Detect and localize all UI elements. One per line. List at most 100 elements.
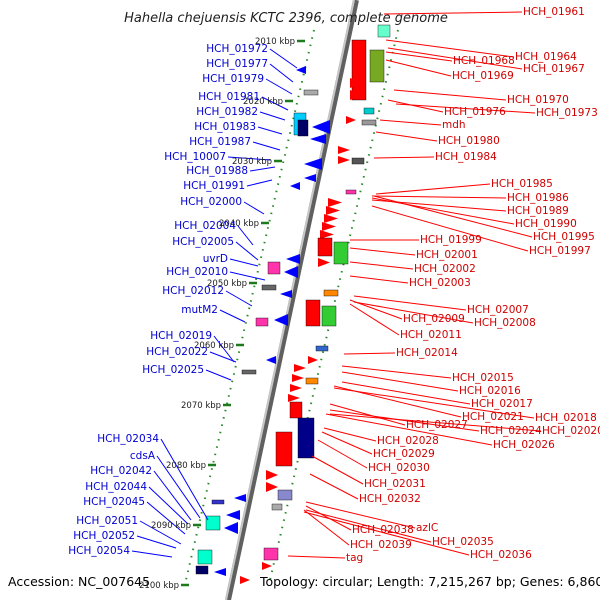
forward-gene-arrow: [326, 206, 340, 215]
right-gene-label: HCH_02014: [396, 347, 458, 359]
gene-block: [289, 401, 303, 419]
left-leader: [153, 470, 192, 521]
right-gene-label: HCH_02011: [400, 329, 462, 341]
reverse-gene-arrow: [280, 290, 292, 298]
right-leader: [373, 195, 533, 238]
kbp-label: 2080 kbp: [166, 461, 206, 471]
right-gene-label: HCH_02008: [474, 317, 536, 329]
left-gene-label: HCH_02044: [85, 481, 147, 493]
left-gene-label: HCH_01977: [206, 58, 268, 70]
gene-block: [241, 369, 257, 375]
forward-gene-arrow: [350, 78, 362, 88]
reverse-gene-arrow: [304, 174, 316, 182]
kbp-label: 2050 kbp: [207, 279, 247, 289]
left-leader: [235, 241, 259, 261]
gene-block: [271, 503, 283, 511]
forward-gene-arrow: [266, 482, 278, 492]
right-gene-label: HCH_02009: [403, 313, 465, 325]
left-gene-label: HCH_01987: [189, 136, 251, 148]
right-gene-label: HCH_02007: [467, 304, 529, 316]
forward-gene-arrow: [318, 258, 330, 267]
left-gene-label: HCH_02019: [150, 330, 212, 342]
right-gene-label: HCH_02038: [352, 524, 414, 536]
right-gene-label: HCH_01969: [452, 70, 514, 82]
right-gene-label: HCH_02029: [373, 448, 435, 460]
left-leader: [136, 535, 177, 549]
right-leader: [341, 381, 471, 405]
right-leader: [305, 501, 416, 529]
right-gene-label: HCH_01964: [515, 51, 577, 63]
right-gene-label: HCH_01980: [438, 135, 500, 147]
forward-gene-arrow: [290, 384, 302, 392]
left-leader: [225, 290, 253, 307]
figure-title: Hahella chejuensis KCTC 2396, complete g…: [124, 11, 448, 26]
reverse-gene-arrow: [266, 356, 276, 364]
genome-backbone-highlight: [225, 0, 355, 601]
left-leader: [265, 78, 293, 95]
gene-block: [277, 489, 293, 501]
right-leader: [341, 365, 452, 379]
right-leader: [383, 11, 523, 15]
right-gene-label: HCH_02030: [368, 462, 430, 474]
right-leader: [329, 413, 542, 432]
left-leader: [229, 271, 266, 281]
right-gene-label: HCH_02032: [359, 493, 421, 505]
right-leader: [303, 509, 350, 546]
left-leader: [205, 369, 232, 381]
left-gene-label: HCH_02012: [162, 285, 224, 297]
right-gene-label: HCH_02020: [542, 425, 600, 437]
gene-block: [267, 261, 281, 275]
left-leader: [257, 126, 283, 135]
right-leader: [329, 403, 406, 426]
kbp-label: 2100 kbp: [139, 581, 179, 591]
gene-block: [211, 499, 225, 505]
right-leader: [309, 473, 359, 500]
right-gene-label: HCH_02018: [535, 412, 597, 424]
reverse-gene-arrow: [310, 134, 326, 144]
left-leader: [269, 48, 298, 69]
kbp-label: 2040 kbp: [219, 219, 259, 229]
right-leader: [333, 387, 535, 419]
reverse-gene-arrow: [224, 522, 238, 534]
forward-gene-arrow: [338, 156, 350, 164]
left-leader: [269, 63, 294, 83]
right-leader: [387, 99, 444, 113]
right-leader: [311, 455, 364, 485]
right-leader: [303, 511, 470, 556]
right-gene-label: HCH_02035: [432, 536, 494, 548]
right-leader: [373, 156, 435, 159]
right-leader: [395, 103, 536, 114]
right-gene-label: HCH_01997: [529, 245, 591, 257]
right-gene-label: HCH_02027: [406, 419, 468, 431]
left-leader: [213, 335, 235, 363]
gene-block: [351, 157, 365, 165]
right-leader: [343, 352, 396, 355]
reverse-gene-arrow: [284, 266, 298, 278]
right-gene-label: HCH_01989: [507, 205, 569, 217]
kbp-label: 2060 kbp: [194, 341, 234, 351]
left-leader: [249, 166, 276, 172]
gene-block: [377, 24, 391, 38]
gene-block: [303, 89, 319, 96]
right-leader: [287, 555, 346, 559]
right-gene-label: azlC: [416, 522, 438, 534]
gene-block: [317, 237, 333, 257]
right-gene-label: HCH_01976: [444, 106, 506, 118]
left-leader: [229, 258, 259, 267]
left-gene-label: HCH_02025: [142, 364, 204, 376]
reverse-gene-arrow: [296, 66, 306, 74]
accession-label: Accession: NC_007645: [8, 574, 150, 589]
forward-gene-arrow: [240, 576, 250, 584]
left-leader: [246, 179, 273, 187]
right-leader: [349, 261, 414, 270]
kbp-label: 2070 kbp: [181, 401, 221, 411]
right-gene-label: HCH_02026: [493, 439, 555, 451]
gene-block: [363, 107, 375, 115]
right-gene-label: HCH_02016: [459, 385, 521, 397]
reverse-gene-arrow: [286, 254, 300, 264]
gene-block: [305, 377, 319, 385]
right-leader: [379, 119, 442, 126]
right-gene-label: HCH_01995: [533, 231, 595, 243]
forward-gene-arrow: [346, 116, 356, 124]
gene-block: [195, 565, 209, 575]
